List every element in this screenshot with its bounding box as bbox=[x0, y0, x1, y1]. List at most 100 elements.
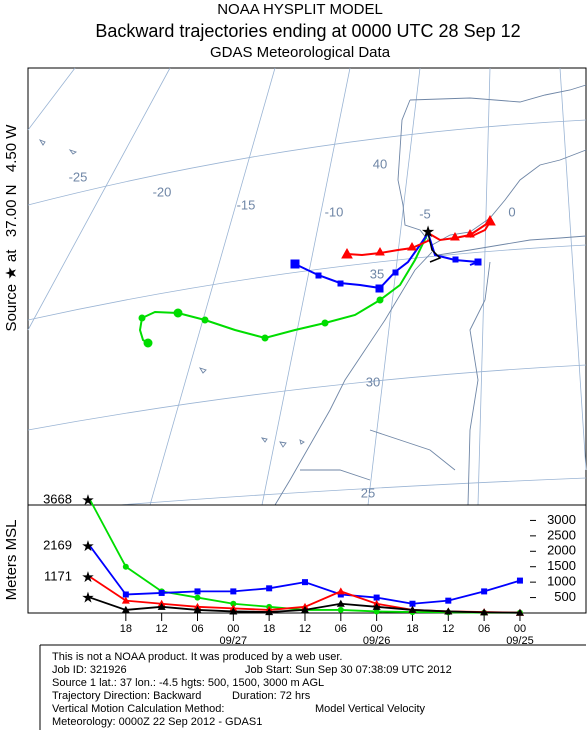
data-source: GDAS Meteorological Data bbox=[210, 44, 391, 61]
lat-label: 30 bbox=[366, 374, 380, 389]
point bbox=[266, 585, 273, 592]
x-tick-label: 18 bbox=[263, 623, 275, 635]
borders bbox=[300, 261, 491, 506]
x-tick-label: 18 bbox=[120, 623, 132, 635]
point bbox=[516, 577, 523, 584]
x-tick-label: 06 bbox=[335, 623, 347, 635]
point bbox=[300, 605, 309, 613]
start-height-label: 1171 bbox=[44, 568, 72, 583]
point bbox=[337, 606, 344, 613]
trajectory-red bbox=[341, 214, 496, 259]
trajectory-black bbox=[427, 232, 442, 263]
point bbox=[122, 591, 129, 598]
point bbox=[445, 597, 452, 604]
footer-text: Trajectory Direction: Backward bbox=[52, 690, 201, 702]
x-tick-label: 12 bbox=[156, 623, 168, 635]
point bbox=[194, 594, 201, 601]
point bbox=[158, 589, 165, 596]
x-tick-label: 18 bbox=[406, 623, 418, 635]
point bbox=[122, 563, 129, 570]
point bbox=[481, 588, 488, 595]
x-tick-label: 06 bbox=[191, 623, 203, 635]
date-label: 09/26 bbox=[363, 635, 391, 647]
footer-text: Source 1 lat.: 37 lon.: -4.5 hgts: 500, … bbox=[52, 677, 324, 689]
point bbox=[409, 600, 416, 607]
point bbox=[444, 607, 453, 615]
islands bbox=[38, 139, 305, 448]
x-tick-label: 00 bbox=[227, 623, 239, 635]
point bbox=[230, 588, 237, 595]
start-height-label: 2169 bbox=[43, 538, 72, 553]
start-star: ★ bbox=[81, 538, 94, 555]
y-tick-label: 2500 bbox=[547, 527, 576, 542]
africa-coast bbox=[274, 235, 587, 506]
y-tick-label: 1000 bbox=[547, 574, 576, 589]
height-frame bbox=[27, 504, 587, 614]
point bbox=[515, 608, 524, 616]
point bbox=[121, 605, 130, 613]
point bbox=[193, 605, 202, 613]
source-label: Source ★ at 37.00 N 4.50 W bbox=[3, 124, 20, 332]
lat-label: 40 bbox=[373, 156, 387, 171]
x-tick-label: 00 bbox=[514, 623, 526, 635]
point bbox=[408, 605, 417, 613]
title: NOAA HYSPLIT MODEL bbox=[217, 1, 383, 18]
point bbox=[336, 599, 345, 607]
lon-label: -10 bbox=[325, 204, 344, 219]
point bbox=[372, 602, 381, 610]
lon-label: -20 bbox=[153, 184, 172, 199]
point bbox=[157, 602, 166, 610]
date-label: 09/25 bbox=[506, 635, 534, 647]
lon-label: -15 bbox=[237, 197, 256, 212]
lat-label: 25 bbox=[361, 485, 375, 500]
footer-text: This is not a NOAA product. It was produ… bbox=[52, 651, 342, 663]
lat-grid bbox=[27, 119, 587, 506]
x-tick-label: 12 bbox=[299, 623, 311, 635]
y-tick-label: 500 bbox=[554, 589, 576, 604]
lon-label: -25 bbox=[69, 169, 88, 184]
trajectory-green bbox=[138, 232, 429, 348]
point bbox=[229, 607, 238, 615]
point bbox=[480, 608, 489, 616]
point bbox=[337, 591, 344, 598]
footer-text: Model Vertical Velocity bbox=[315, 703, 426, 715]
start-star: ★ bbox=[81, 492, 94, 509]
footer-text: Duration: 72 hrs bbox=[232, 690, 311, 702]
lon-label: 0 bbox=[508, 204, 515, 219]
y-tick-label: 2000 bbox=[547, 543, 576, 558]
point bbox=[373, 608, 380, 615]
y-tick-label: 3000 bbox=[547, 512, 576, 527]
lon-label: -5 bbox=[419, 206, 431, 221]
point bbox=[301, 579, 308, 586]
subtitle: Backward trajectories ending at 0000 UTC… bbox=[95, 21, 520, 41]
footer-text: Job Start: Sun Sep 30 07:38:09 UTC 2012 bbox=[245, 664, 452, 676]
x-tick-label: 12 bbox=[442, 623, 454, 635]
point bbox=[194, 588, 201, 595]
point bbox=[265, 608, 274, 616]
footer-text: Job ID: 321926 bbox=[52, 664, 127, 676]
point bbox=[336, 587, 345, 595]
point bbox=[230, 600, 237, 607]
height-line bbox=[89, 545, 521, 605]
date-label: 09/27 bbox=[220, 635, 248, 647]
x-tick-label: 00 bbox=[371, 623, 383, 635]
map: ★ bbox=[27, 67, 587, 506]
point bbox=[373, 594, 380, 601]
trajectory-blue bbox=[290, 232, 482, 293]
lon-grid bbox=[27, 67, 587, 506]
source-star: ★ bbox=[421, 224, 435, 241]
start-star: ★ bbox=[81, 569, 94, 586]
map-frame bbox=[27, 67, 587, 506]
footer-frame bbox=[39, 644, 586, 730]
start-height-label: 3668 bbox=[43, 491, 72, 506]
x-tick-label: 06 bbox=[478, 623, 490, 635]
lat-label: 35 bbox=[370, 266, 384, 281]
point bbox=[121, 596, 130, 604]
footer-text: Meteorology: 0000Z 22 Sep 2012 - GDAS1 bbox=[52, 716, 262, 728]
height-line bbox=[89, 499, 520, 614]
y-axis-label: Meters MSL bbox=[3, 520, 20, 601]
start-star: ★ bbox=[81, 590, 94, 607]
footer-text: Vertical Motion Calculation Method: bbox=[52, 703, 224, 715]
y-tick-label: 1500 bbox=[547, 558, 576, 573]
